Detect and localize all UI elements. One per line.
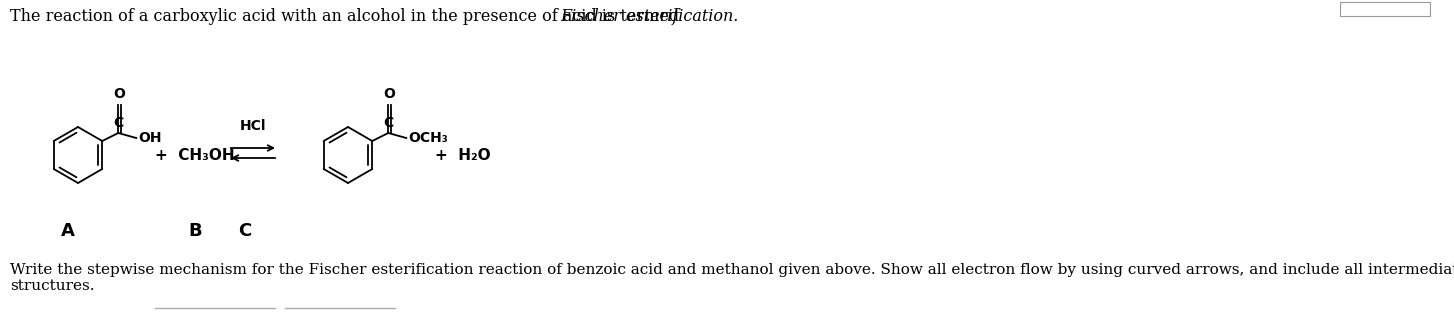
Text: +  CH₃OH: + CH₃OH [156, 147, 234, 163]
Text: +  H₂O: + H₂O [435, 147, 490, 163]
Text: The reaction of a carboxylic acid with an alcohol in the presence of acid is ter: The reaction of a carboxylic acid with a… [10, 8, 864, 25]
Text: Write the stepwise mechanism for the Fischer esterification reaction of benzoic : Write the stepwise mechanism for the Fis… [10, 263, 1454, 277]
Text: B: B [188, 222, 202, 240]
Text: C: C [238, 222, 252, 240]
Text: A: A [61, 222, 76, 240]
Text: HCl: HCl [240, 119, 266, 133]
Text: C: C [113, 116, 124, 130]
Text: O: O [113, 87, 125, 101]
Text: The reaction of a carboxylic acid with an alcohol in the presence of acid is ter: The reaction of a carboxylic acid with a… [10, 8, 685, 25]
Text: O: O [384, 87, 395, 101]
Text: C: C [382, 116, 394, 130]
Text: Fischer esterification.: Fischer esterification. [560, 8, 739, 25]
Text: OH: OH [138, 131, 161, 145]
Bar [1341, 2, 1429, 16]
Text: structures.: structures. [10, 279, 95, 293]
Text: OCH₃: OCH₃ [409, 131, 448, 145]
